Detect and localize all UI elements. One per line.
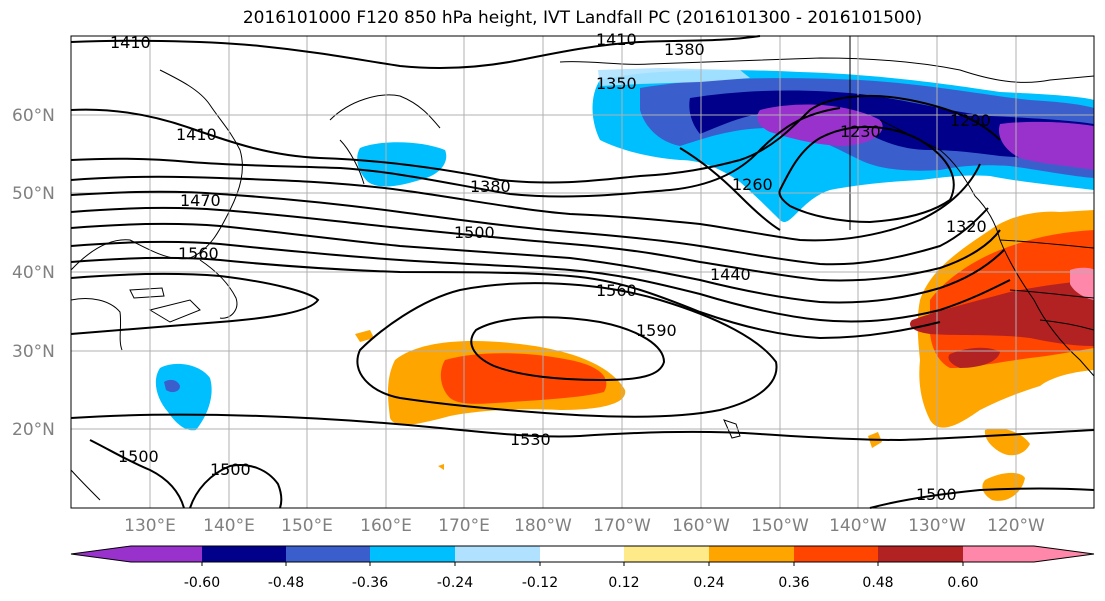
- contour-label: 1500: [454, 223, 495, 242]
- colorbar-tick-label: 0.12: [608, 575, 639, 591]
- colorbar-segment: [455, 546, 540, 562]
- contour-label: 1260: [732, 175, 773, 194]
- contour-label: 1560: [178, 244, 219, 263]
- colorbar-tick-label: -0.36: [352, 575, 388, 591]
- contour-labels: 1410 1410 1380 1350 1410 1470 1560 1380 …: [110, 30, 991, 504]
- lat-label: 60°N: [12, 106, 55, 126]
- lon-label: 120°W: [987, 516, 1045, 536]
- lat-label: 50°N: [12, 184, 55, 204]
- map-frame: [70, 35, 1095, 509]
- colorbar-segment: [709, 546, 794, 562]
- colorbar-tick-label: 0.48: [862, 575, 893, 591]
- colorbar-segment: [131, 546, 202, 562]
- colorbar-tick-label: 0.60: [947, 575, 978, 591]
- height-contours: [70, 35, 1095, 509]
- contour-label: 1230: [840, 122, 881, 141]
- colorbar-outline: [70, 545, 1095, 563]
- lon-label: 150°E: [281, 516, 333, 536]
- colorbar-extend-high: [1034, 546, 1094, 562]
- colorbar-tick-label: -0.48: [268, 575, 304, 591]
- colorbar-ticks: -0.60 -0.48 -0.36 -0.24 -0.12 0.12 0.24 …: [184, 575, 979, 591]
- lon-label: 160°W: [672, 516, 730, 536]
- lon-label: 130°W: [908, 516, 966, 536]
- lon-label: 180°W: [514, 516, 572, 536]
- colorbar-segment: [624, 546, 709, 562]
- latitude-labels: 60°N 50°N 40°N 30°N 20°N: [12, 106, 55, 440]
- contour-label: 1500: [210, 460, 251, 479]
- colorbar-segment: [370, 546, 455, 562]
- contour-label: 1290: [950, 111, 991, 130]
- colorbar-segment: [540, 546, 624, 562]
- lon-label: 170°W: [593, 516, 651, 536]
- lat-label: 20°N: [12, 420, 55, 440]
- lon-label: 160°E: [360, 516, 412, 536]
- colorbar-segment: [878, 546, 963, 562]
- colorbar-tick-label: -0.12: [522, 575, 558, 591]
- colorbar-tick-label: -0.60: [184, 575, 220, 591]
- contour-label: 1380: [664, 40, 705, 59]
- contour-label: 1500: [916, 485, 957, 504]
- lon-label: 130°E: [124, 516, 176, 536]
- colorbar-tick-label: -0.24: [437, 575, 473, 591]
- contour-label: 1410: [176, 125, 217, 144]
- contour-label: 1410: [110, 33, 151, 52]
- contour-label: 1410: [596, 30, 637, 49]
- lon-label: 140°W: [829, 516, 887, 536]
- lat-label: 40°N: [12, 263, 55, 283]
- lon-label: 150°W: [751, 516, 809, 536]
- lon-label: 140°E: [203, 516, 255, 536]
- contour-label: 1500: [118, 447, 159, 466]
- map-title: 2016101000 F120 850 hPa height, IVT Land…: [242, 8, 923, 28]
- colorbar-segment: [794, 546, 878, 562]
- colorbar-tick-label: 0.36: [778, 575, 809, 591]
- contour-label: 1590: [636, 321, 677, 340]
- colorbar-extend-low: [71, 546, 131, 562]
- contour-label: 1530: [510, 430, 551, 449]
- longitude-labels: 130°E 140°E 150°E 160°E 170°E 180°W 170°…: [124, 516, 1045, 536]
- contour-label: 1380: [470, 177, 511, 196]
- colorbar: [70, 545, 1095, 566]
- colorbar-tick-label: 0.24: [693, 575, 724, 591]
- coastlines: [70, 36, 1095, 501]
- colorbar-segment: [286, 546, 370, 562]
- negative-ivt-shading: [155, 68, 1094, 431]
- colorbar-segment: [963, 546, 1034, 562]
- positive-ivt-shading: [355, 210, 1094, 501]
- contour-label: 1440: [710, 265, 751, 284]
- contour-label: 1560: [596, 281, 637, 300]
- contour-label: 1350: [596, 74, 637, 93]
- lon-label: 170°E: [438, 516, 490, 536]
- contour-label: 1320: [946, 217, 987, 236]
- contour-label: 1470: [180, 191, 221, 210]
- colorbar-segment: [202, 546, 286, 562]
- lat-label: 30°N: [12, 342, 55, 362]
